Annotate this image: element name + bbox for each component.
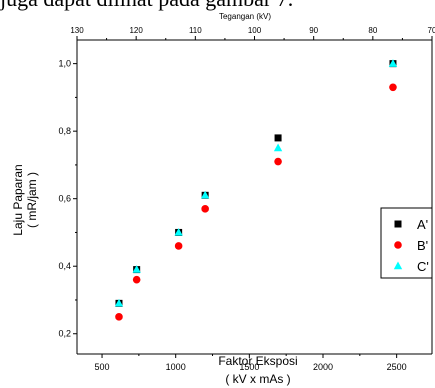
top-tick-label: 130 xyxy=(70,26,84,35)
y-axis-units: ( mR/jam ) xyxy=(25,172,39,228)
data-point-square xyxy=(274,134,282,142)
y-axis-title: Laju Paparan xyxy=(11,164,25,235)
y-tick-label: 0,8 xyxy=(58,126,71,136)
legend: A' B' C' xyxy=(380,207,433,279)
legend-marker xyxy=(394,241,402,249)
y-tick-label: 0,4 xyxy=(58,261,71,271)
top-tick-label: 110 xyxy=(189,26,202,35)
x-tick-label: 500 xyxy=(95,362,110,372)
x-tick-label: 1000 xyxy=(166,362,186,372)
legend-marker xyxy=(393,261,403,270)
y-tick-label: 0,2 xyxy=(58,329,71,339)
top-axis-title: Tegangan (kV) xyxy=(219,12,271,21)
x-axis-units: ( kV x mAs ) xyxy=(225,372,290,386)
data-point-triangle xyxy=(132,265,141,273)
data-point-circle xyxy=(201,205,209,213)
top-tick-label: 100 xyxy=(248,26,262,35)
legend-marker xyxy=(394,220,402,228)
x-axis-title: Faktor Eksposi xyxy=(218,354,297,368)
data-point-circle xyxy=(274,157,282,166)
data-point-circle xyxy=(174,242,183,250)
legend-label: C' xyxy=(417,259,429,274)
legend-box xyxy=(380,207,433,279)
data-point-triangle xyxy=(273,143,283,152)
plot-frame xyxy=(76,39,433,355)
x-tick-label: 1500 xyxy=(239,362,259,372)
x-tick-label: 2000 xyxy=(313,362,333,372)
y-tick-label: 1,0 xyxy=(58,59,71,69)
top-tick-label: 120 xyxy=(129,26,143,35)
legend-label: B' xyxy=(417,238,428,253)
data-point-triangle xyxy=(174,227,183,236)
data-point-triangle xyxy=(388,59,398,67)
data-point-circle xyxy=(115,313,123,321)
x-tick-label: 2500 xyxy=(387,362,407,372)
top-tick-label: 80 xyxy=(368,26,377,35)
data-point-triangle xyxy=(114,298,124,307)
top-tick-label: 70 xyxy=(428,26,435,35)
y-tick-label: 0,6 xyxy=(58,194,71,204)
legend-label: A' xyxy=(417,217,428,232)
body-text-fragment: juga dapat dilihat pada gambar 7. xyxy=(0,0,435,12)
data-point-triangle xyxy=(200,190,210,199)
data-point-circle xyxy=(389,83,397,92)
top-tick-label: 90 xyxy=(309,26,318,35)
data-point-circle xyxy=(132,275,141,284)
